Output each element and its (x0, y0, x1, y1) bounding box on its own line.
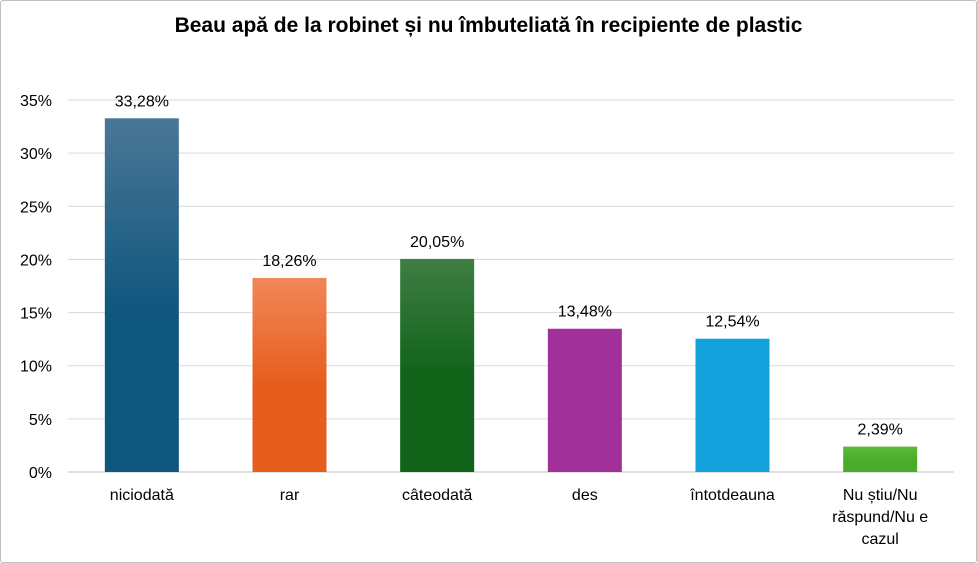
y-tick-label: 5% (29, 412, 52, 429)
bar (104, 118, 179, 473)
x-tick-label: Nu știu/Nu (843, 487, 918, 504)
x-tick-label: cazul (861, 531, 898, 548)
data-label: 20,05% (410, 234, 464, 251)
data-label: 12,54% (705, 314, 759, 331)
y-tick-label: 35% (20, 93, 52, 110)
y-tick-label: 10% (20, 359, 52, 376)
data-label: 33,28% (115, 93, 169, 110)
data-label: 13,48% (558, 304, 612, 321)
y-tick-label: 25% (20, 199, 52, 216)
y-tick-label: 20% (20, 252, 52, 269)
x-tick-label: rar (280, 487, 300, 504)
y-tick-label: 15% (20, 306, 52, 323)
data-label: 2,39% (857, 422, 902, 439)
x-tick-label: întotdeauna (689, 487, 775, 504)
x-tick-label: niciodată (110, 487, 174, 504)
x-tick-label: des (572, 487, 598, 504)
data-label: 18,26% (262, 253, 316, 270)
bar (843, 446, 918, 472)
bar (252, 277, 327, 472)
bar (400, 258, 475, 472)
x-tick-label: răspund/Nu e (832, 509, 928, 526)
bar (547, 328, 622, 472)
y-tick-label: 30% (20, 146, 52, 163)
x-tick-label: câteodată (402, 487, 472, 504)
y-tick-label: 0% (29, 465, 52, 482)
bar (695, 338, 770, 472)
chart-title: Beau apă de la robinet și nu îmbuteliată… (174, 14, 803, 37)
